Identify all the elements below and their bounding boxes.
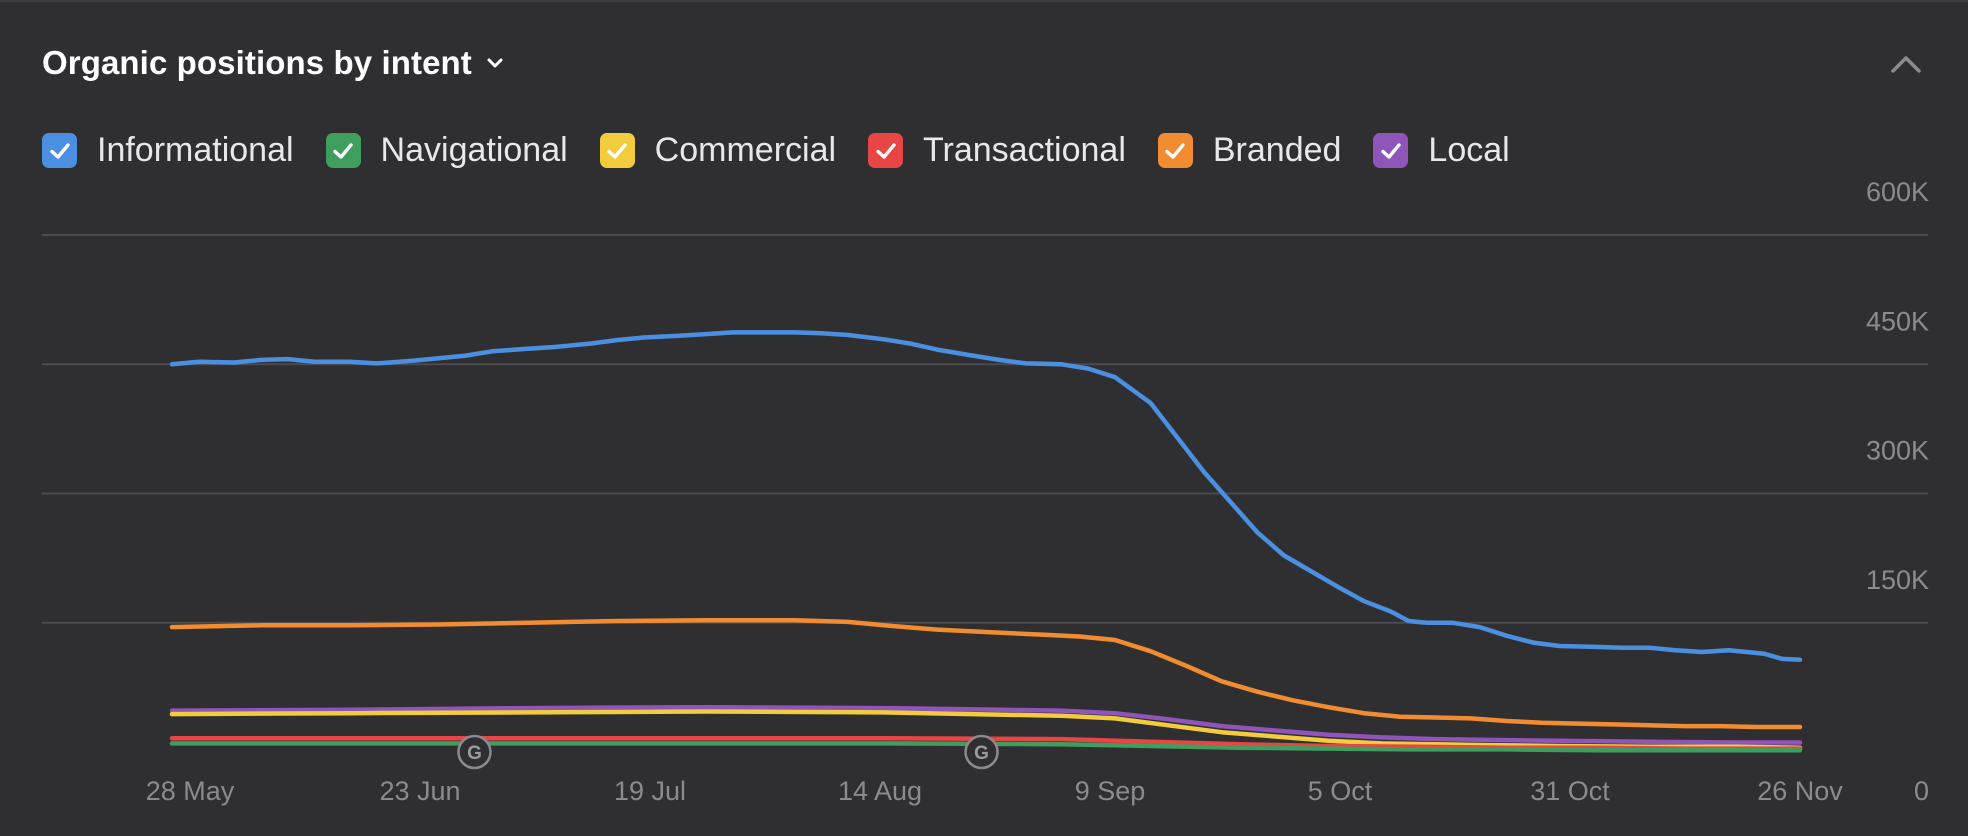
transactional-checkbox[interactable]	[868, 133, 904, 168]
branded-checkbox[interactable]	[1157, 133, 1193, 168]
legend-item-commercial[interactable]: Commercial	[599, 131, 837, 170]
legend-label: Navigational	[380, 131, 568, 169]
y-tick-label: 300K	[1866, 436, 1929, 466]
x-tick-label: 23 Jun	[379, 776, 460, 806]
y-tick-label: 600K	[1866, 177, 1929, 207]
legend-item-navigational[interactable]: Navigational	[325, 131, 568, 170]
legend-item-transactional[interactable]: Transactional	[868, 131, 1126, 170]
google-update-label: G	[974, 743, 989, 764]
legend-label: Informational	[97, 131, 294, 169]
series-line-navigational	[169, 741, 1803, 753]
x-tick-label: 31 Oct	[1530, 776, 1610, 806]
google-update-marker: G	[964, 734, 999, 770]
x-tick-label: 14 Aug	[838, 776, 922, 806]
checkmark-icon	[607, 142, 627, 159]
local-checkbox[interactable]	[1373, 133, 1409, 168]
series-line-informational	[169, 330, 1803, 663]
legend-label: Branded	[1212, 131, 1342, 169]
checkmark-icon	[875, 142, 896, 159]
legend-item-branded[interactable]: Branded	[1157, 131, 1342, 170]
series-line-local	[169, 704, 1803, 745]
google-update-circle	[457, 734, 492, 770]
google-update-label: G	[467, 743, 482, 764]
google-update-marker: G	[457, 734, 492, 770]
x-tick-label: 9 Sep	[1075, 776, 1146, 806]
legend: Informational Navigational Commercial Tr…	[42, 131, 1542, 170]
collapse-chevron-up-icon[interactable]	[1888, 50, 1924, 78]
checkmark-icon	[1381, 142, 1401, 159]
legend-label: Transactional	[923, 131, 1126, 169]
widget-header: Organic positions by intent	[42, 44, 506, 82]
x-tick-label: 5 Oct	[1308, 776, 1373, 806]
legend-item-informational[interactable]: Informational	[42, 131, 294, 170]
google-update-circle	[964, 734, 999, 770]
navigational-checkbox[interactable]	[325, 133, 361, 168]
chevron-down-icon[interactable]	[484, 52, 506, 74]
checkmark-icon	[1165, 142, 1186, 159]
widget-title: Organic positions by intent	[42, 44, 472, 81]
legend-item-local[interactable]: Local	[1373, 131, 1510, 170]
y-tick-label: 150K	[1866, 565, 1929, 595]
series-line-transactional	[169, 735, 1803, 751]
checkmark-icon	[49, 142, 70, 159]
checkmark-icon	[333, 142, 353, 159]
y-tick-label: 450K	[1866, 306, 1929, 336]
commercial-checkbox[interactable]	[599, 133, 635, 168]
legend-label: Commercial	[654, 131, 837, 169]
top-border	[0, 0, 1968, 2]
legend-label: Local	[1428, 131, 1510, 169]
x-tick-label: 26 Nov	[1757, 776, 1843, 806]
y-tick-label: 0	[1914, 776, 1929, 806]
informational-checkbox[interactable]	[42, 133, 77, 168]
x-tick-label: 19 Jul	[614, 776, 686, 806]
x-tick-label: 28 May	[146, 776, 235, 806]
series-line-branded	[169, 617, 1803, 730]
